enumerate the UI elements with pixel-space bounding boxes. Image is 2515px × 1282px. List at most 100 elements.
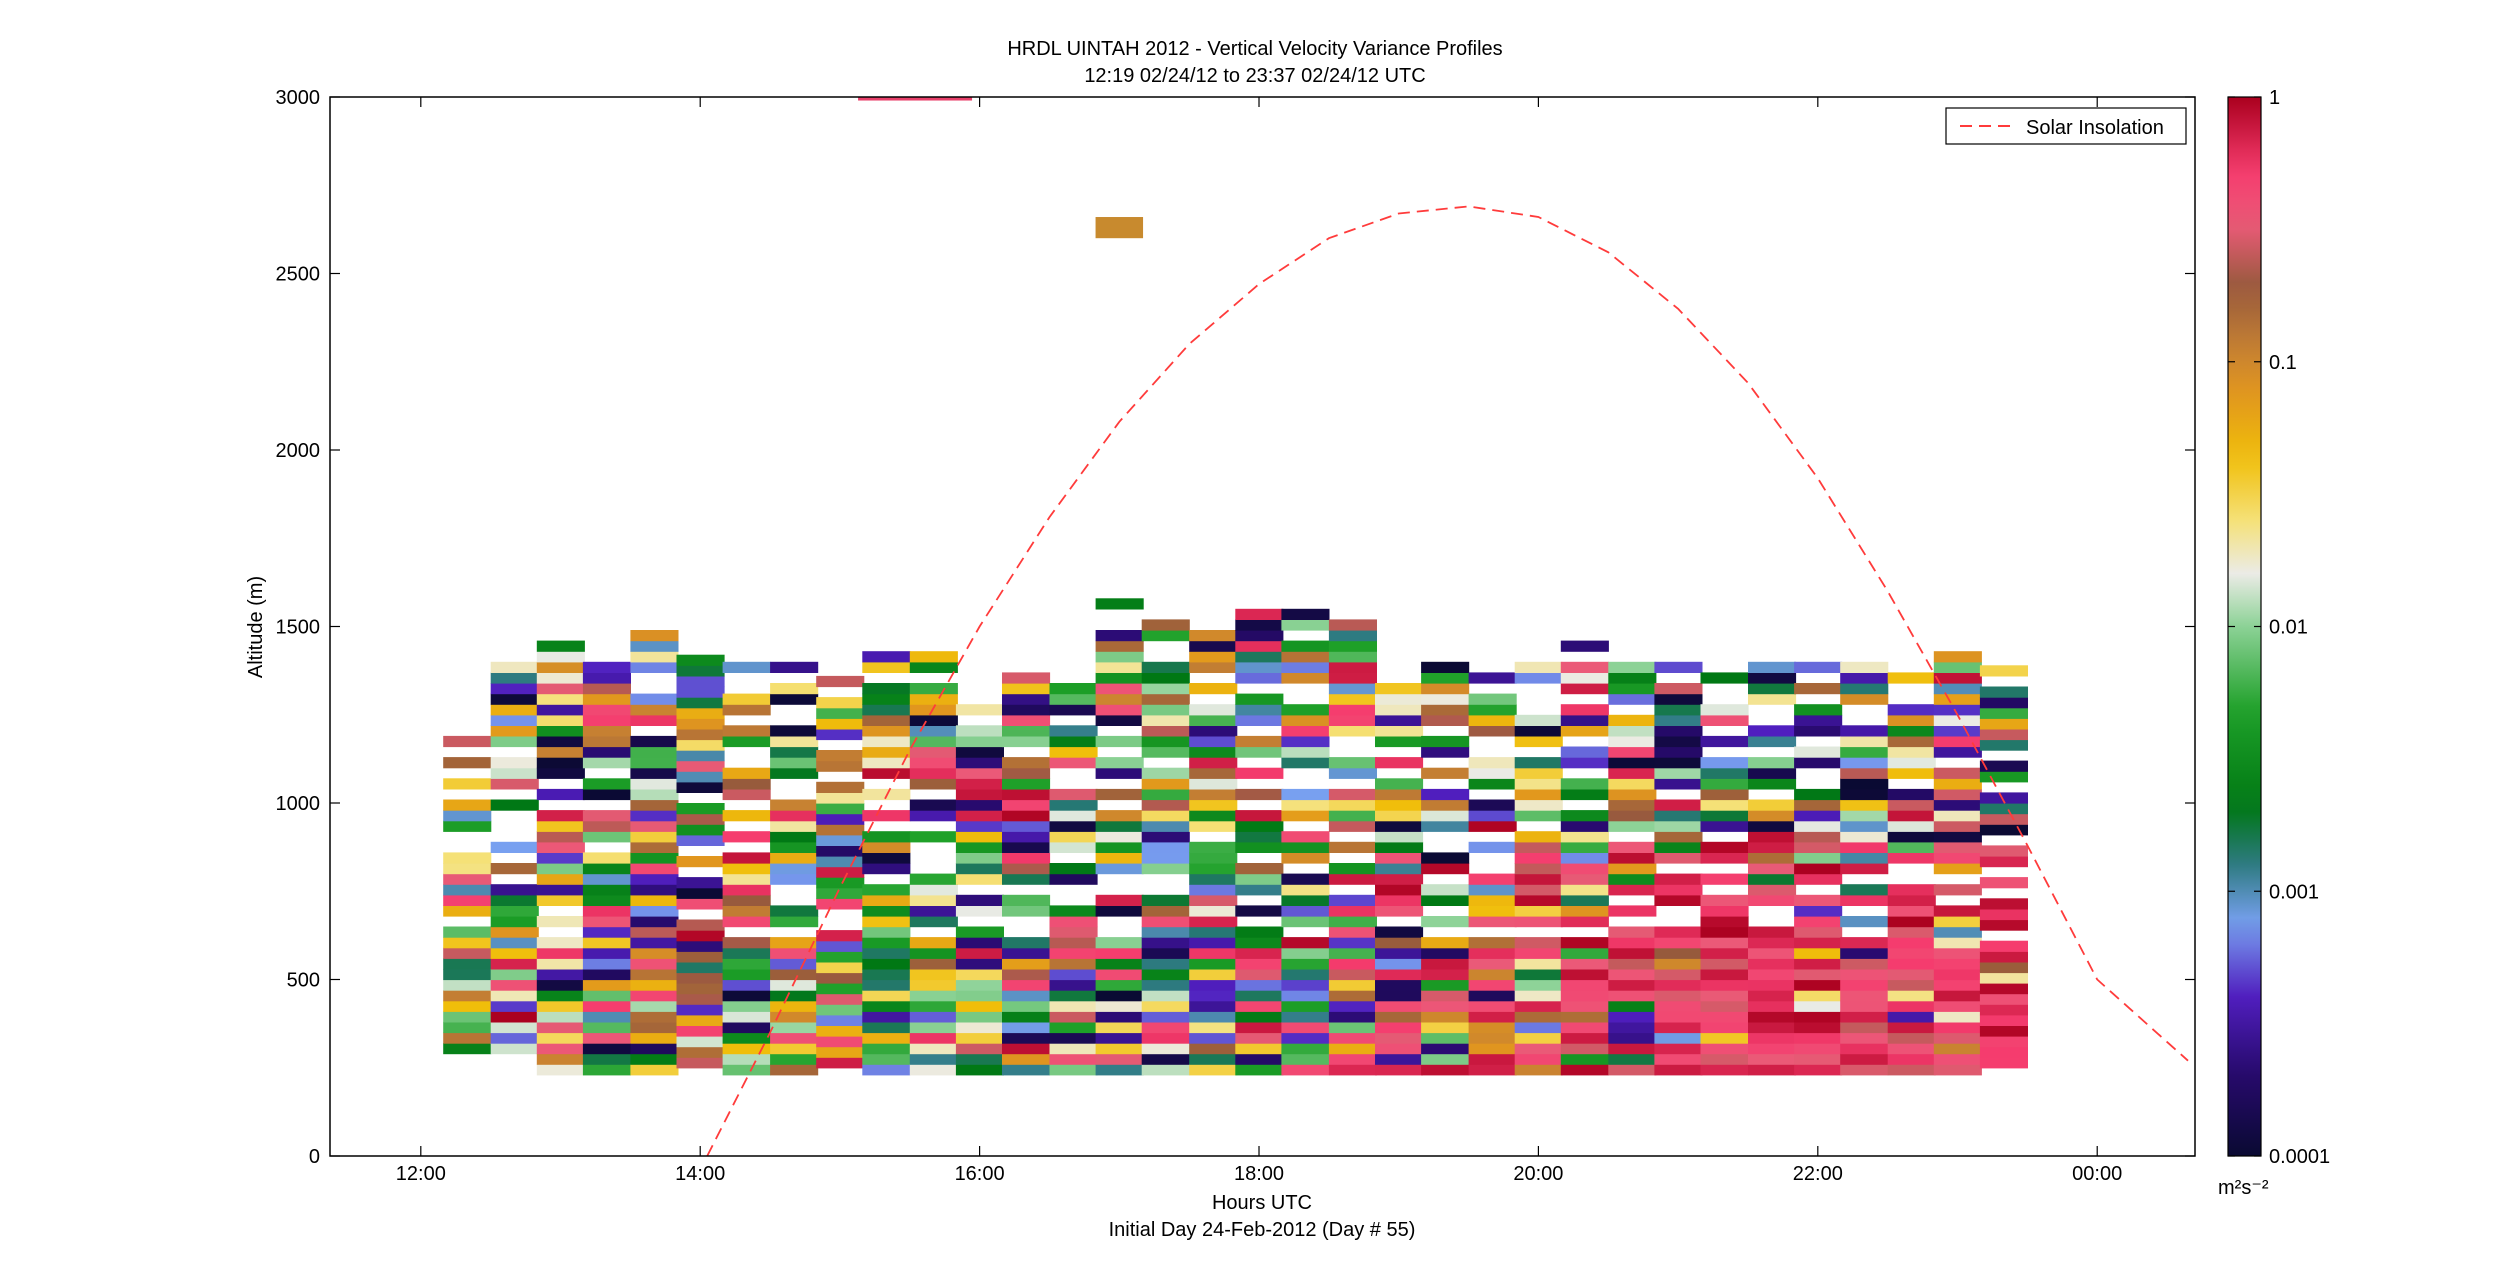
heatmap-cell <box>909 735 958 748</box>
heatmap-cell <box>1375 1053 1424 1065</box>
heatmap-cell <box>862 725 911 737</box>
heatmap-cell <box>1979 707 2028 719</box>
heatmap-cell <box>1375 725 1424 737</box>
heatmap-cell <box>630 1053 679 1065</box>
heatmap-cell <box>1002 778 1051 790</box>
heatmap-cell <box>676 760 725 772</box>
heatmap-cell <box>770 841 819 853</box>
heatmap-cell <box>536 693 585 705</box>
heatmap-cell <box>1468 704 1517 716</box>
heatmap-cell <box>1095 1064 1144 1076</box>
heatmap-cell <box>1933 820 1982 832</box>
heatmap-cell <box>1608 693 1657 705</box>
heatmap-cell <box>770 1043 819 1055</box>
heatmap-cell <box>1979 1004 2028 1016</box>
heatmap-cell <box>722 1000 771 1012</box>
heatmap-cell <box>582 778 631 790</box>
heatmap-cell <box>443 735 492 748</box>
heatmap-cell <box>862 714 911 726</box>
heatmap-cell <box>630 968 679 981</box>
heatmap-cell <box>1887 968 1936 981</box>
heatmap-cell <box>1979 728 2028 741</box>
heatmap-cell <box>676 993 725 1005</box>
heatmap-cell <box>443 1000 492 1012</box>
heatmap-cell <box>1468 693 1517 705</box>
heatmap-cell <box>1887 788 1936 801</box>
heatmap-cell <box>1328 1021 1377 1034</box>
heatmap-cell <box>1979 718 2028 730</box>
heatmap-cell <box>1468 841 1517 853</box>
heatmap-cell <box>955 735 1004 748</box>
heatmap-cell <box>1189 947 1238 959</box>
heatmap-cell <box>909 831 958 843</box>
heatmap-cell <box>1141 672 1190 684</box>
heatmap-cell <box>1235 630 1284 642</box>
heatmap-cell <box>630 704 679 716</box>
heatmap-cell <box>1468 905 1517 917</box>
heatmap-cell <box>770 1021 819 1034</box>
colorbar-tick-label: 1 <box>2269 87 2280 109</box>
heatmap-cell <box>1794 979 1843 991</box>
chart-title-group: HRDL UINTAH 2012 - Vertical Velocity Var… <box>1007 38 1502 87</box>
heatmap-cell <box>1095 704 1144 716</box>
heatmap-cell <box>1002 788 1051 801</box>
heatmap-cell <box>1281 672 1330 684</box>
heatmap-cell <box>676 675 725 688</box>
heatmap-cell <box>1141 619 1190 631</box>
heatmap-cell <box>536 873 585 885</box>
heatmap-cell <box>1794 831 1843 843</box>
heatmap-cell <box>816 781 865 793</box>
heatmap-cell <box>1887 672 1936 684</box>
heatmap-cell <box>1560 714 1609 726</box>
heatmap-cell <box>1328 1064 1377 1076</box>
heatmap-cell <box>1328 704 1377 716</box>
heatmap-cell <box>676 983 725 995</box>
heatmap-cell <box>1049 820 1098 832</box>
heatmap-cell <box>722 661 771 673</box>
heatmap-cell <box>443 863 492 875</box>
heatmap-cell <box>1840 937 1889 949</box>
heatmap-cell <box>909 1032 958 1044</box>
heatmap-cell <box>536 640 585 652</box>
heatmap-cell <box>1049 746 1098 758</box>
heatmap-cell <box>1235 958 1284 970</box>
heatmap-cell <box>816 983 865 995</box>
heatmap-cell <box>1375 894 1424 906</box>
heatmap-cell <box>1375 683 1424 695</box>
heatmap-cell <box>722 863 771 875</box>
heatmap-cell <box>1421 810 1470 822</box>
heatmap-cell <box>1514 788 1563 801</box>
heatmap-cell <box>1794 1053 1843 1065</box>
heatmap-cell <box>1887 1000 1936 1012</box>
heatmap-cell <box>630 841 679 853</box>
heatmap-cell <box>1748 926 1797 938</box>
heatmap-cell <box>1141 979 1190 991</box>
heatmap-cell <box>1700 905 1749 917</box>
heatmap-cell <box>582 937 631 949</box>
heatmap-cell <box>1887 735 1936 748</box>
heatmap-cell <box>1794 926 1843 938</box>
heatmap-cell <box>1514 937 1563 949</box>
heatmap-cell <box>676 1057 725 1069</box>
heatmap-cell <box>770 873 819 885</box>
heatmap-cell <box>1468 968 1517 981</box>
heatmap-cell <box>816 792 865 804</box>
heatmap-cell <box>955 852 1004 864</box>
heatmap-cell <box>1748 863 1797 875</box>
x-axis-label: Hours UTC <box>1212 1192 1312 1214</box>
heatmap-cell <box>1235 788 1284 801</box>
heatmap-cell <box>955 820 1004 832</box>
heatmap-cell <box>1979 983 2028 995</box>
heatmap-cell <box>582 863 631 875</box>
heatmap-cell <box>1095 217 1144 239</box>
heatmap-cell <box>1514 884 1563 896</box>
heatmap-cell <box>490 990 539 1002</box>
heatmap-cell <box>1887 894 1936 906</box>
legend[interactable]: Solar Insolation <box>1945 107 2187 145</box>
heatmap-cell <box>1189 884 1238 896</box>
heatmap-cell <box>1002 1021 1051 1034</box>
heatmap-cell <box>536 841 585 853</box>
heatmap-cell <box>1608 905 1657 917</box>
heatmap-cell <box>630 863 679 875</box>
heatmap-cell <box>1979 898 2028 910</box>
